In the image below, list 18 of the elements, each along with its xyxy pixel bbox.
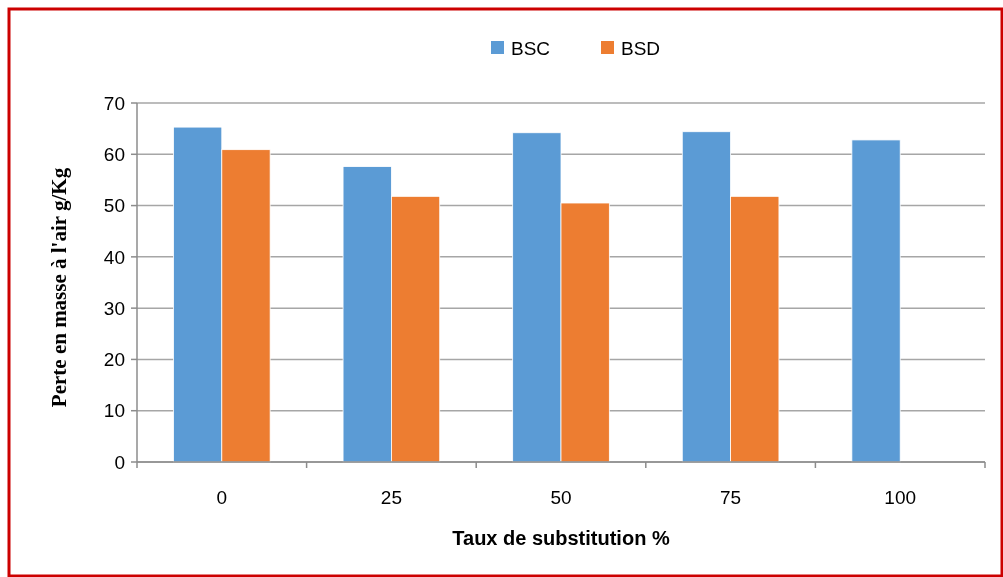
- x-tick-label: 100: [884, 487, 917, 508]
- x-tick-label: 75: [720, 487, 742, 508]
- y-tick-label: 0: [114, 451, 125, 473]
- y-tick-label: 50: [103, 195, 125, 217]
- y-axis-title: Perte en masse à l'air g/Kg: [47, 167, 71, 408]
- x-axis-title: Taux de substitution %: [452, 527, 670, 549]
- y-tick-label: 70: [103, 92, 125, 114]
- x-tick-label: 50: [550, 487, 572, 508]
- legend-label: BSD: [621, 37, 661, 59]
- x-tick-label: 25: [380, 487, 402, 508]
- y-tick-label: 60: [103, 143, 125, 165]
- y-tick-label: 40: [103, 246, 125, 268]
- y-tick-label: 30: [103, 297, 125, 319]
- y-tick-label: 20: [103, 349, 125, 371]
- y-tick-label: 10: [103, 400, 125, 422]
- legend-label: BSC: [511, 37, 551, 59]
- x-tick-label: 0: [216, 487, 228, 508]
- bar: [851, 139, 901, 463]
